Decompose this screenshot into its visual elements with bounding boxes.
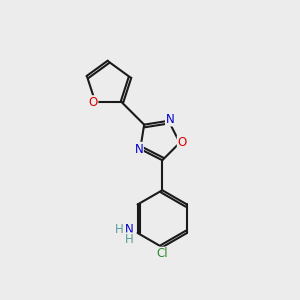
Text: O: O [178, 136, 187, 149]
Text: H: H [125, 233, 134, 246]
Text: Cl: Cl [157, 247, 168, 260]
Text: N: N [125, 223, 134, 236]
Text: N: N [134, 142, 143, 155]
Text: O: O [88, 96, 98, 109]
Text: H: H [115, 223, 123, 236]
Text: N: N [166, 113, 174, 126]
